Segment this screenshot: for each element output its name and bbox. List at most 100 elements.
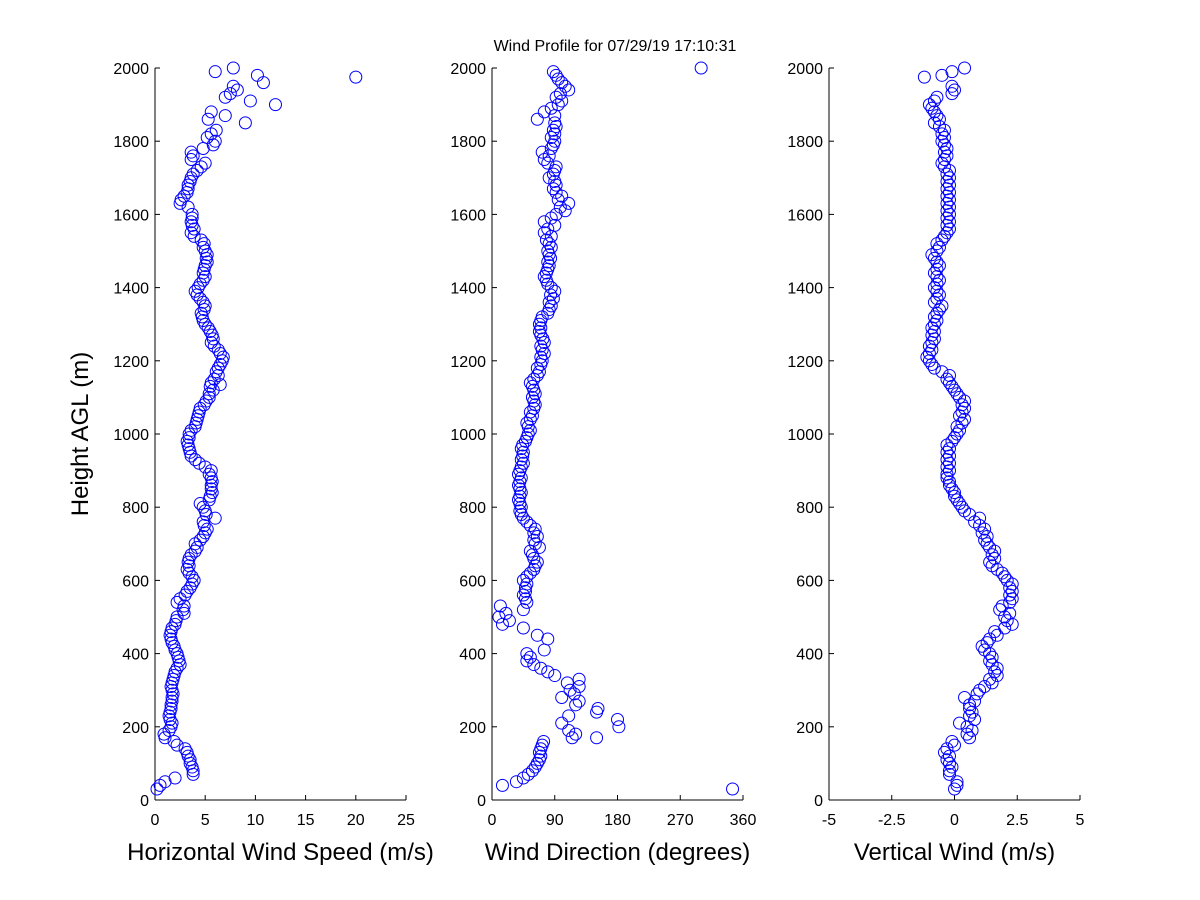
data-point: [927, 310, 941, 324]
data-point: [243, 94, 257, 108]
data-point: [537, 105, 551, 119]
data-point: [516, 771, 530, 785]
x-tick-label: 25: [397, 812, 415, 829]
data-point: [927, 317, 941, 331]
data-point: [942, 756, 956, 770]
data-point: [1003, 606, 1017, 620]
data-point: [537, 215, 551, 229]
data-point: [955, 416, 969, 430]
data-point: [201, 321, 215, 335]
data-point: [162, 723, 176, 737]
y-tick-label: 800: [459, 500, 486, 517]
data-point: [226, 79, 240, 93]
y-tick-label: 2000: [450, 61, 486, 78]
data-point: [544, 281, 558, 295]
data-point: [495, 778, 509, 792]
data-point: [560, 676, 574, 690]
data-point: [930, 90, 944, 104]
data-point: [953, 716, 967, 730]
data-point: [198, 270, 212, 284]
data-point: [945, 65, 959, 79]
data-point: [518, 584, 532, 598]
data-point: [188, 544, 202, 558]
data-point: [1003, 581, 1017, 595]
data-point: [983, 632, 997, 646]
data-point: [544, 131, 558, 145]
data-point: [940, 372, 954, 386]
y-tick-label: 200: [796, 720, 823, 737]
data-point: [551, 193, 565, 207]
data-point: [942, 449, 956, 463]
data-point: [572, 680, 586, 694]
data-point: [965, 705, 979, 719]
data-point: [537, 153, 551, 166]
data-point: [204, 105, 218, 119]
data-point: [942, 207, 956, 221]
data-point: [694, 61, 708, 75]
data-point: [196, 295, 210, 309]
data-point: [544, 299, 558, 313]
data-point: [563, 683, 577, 697]
chart-title: Wind Profile for 07/29/19 17:10:31: [494, 38, 737, 55]
data-point: [942, 456, 956, 470]
x-tick-label: 2.5: [1006, 812, 1028, 829]
data-point: [917, 70, 931, 84]
data-point: [546, 65, 560, 79]
data-points: [917, 61, 1019, 796]
y-tick-label: 0: [477, 793, 486, 810]
data-point: [200, 522, 214, 536]
data-point: [950, 493, 964, 507]
data-point: [562, 709, 576, 723]
x-tick-label: 90: [546, 812, 564, 829]
data-point: [493, 599, 507, 613]
data-point: [530, 555, 544, 569]
data-point: [193, 292, 207, 306]
data-point: [202, 467, 216, 481]
data-point: [180, 584, 194, 598]
data-point: [199, 394, 213, 408]
data-point: [492, 610, 506, 624]
x-axis-label: Wind Direction (degrees): [485, 839, 750, 866]
data-point: [208, 511, 222, 525]
data-point: [932, 240, 946, 254]
data-point: [541, 255, 555, 269]
data-point: [527, 658, 541, 672]
x-tick-label: 15: [297, 812, 315, 829]
data-point: [978, 533, 992, 547]
data-point: [520, 654, 534, 668]
data-point: [527, 533, 541, 547]
data-point: [930, 270, 944, 284]
data-point: [930, 262, 944, 276]
data-point: [940, 196, 954, 210]
data-point: [948, 489, 961, 503]
data-point: [530, 529, 544, 543]
data-point: [207, 339, 221, 353]
data-point: [549, 185, 563, 199]
data-point: [930, 109, 944, 123]
data-point: [942, 215, 956, 229]
data-point: [537, 643, 551, 657]
data-point: [183, 753, 197, 767]
data-point: [268, 98, 282, 112]
x-tick-label: 0: [950, 812, 959, 829]
data-point: [190, 163, 204, 177]
data-point: [978, 680, 992, 694]
data-point: [495, 617, 509, 631]
data-point: [569, 698, 583, 712]
data-point: [940, 218, 954, 232]
y-axis-label: Height AGL (m): [67, 352, 94, 517]
data-point: [927, 94, 941, 108]
data-point: [537, 346, 551, 360]
data-point: [985, 650, 999, 664]
data-point: [198, 259, 212, 273]
data-point: [963, 731, 977, 745]
data-point: [940, 453, 954, 467]
data-point: [536, 332, 550, 346]
data-point: [250, 68, 264, 82]
data-points: [492, 61, 740, 796]
data-point: [188, 453, 202, 467]
x-tick-label: 5: [1076, 812, 1085, 829]
data-point: [932, 112, 946, 126]
data-point: [184, 226, 198, 240]
